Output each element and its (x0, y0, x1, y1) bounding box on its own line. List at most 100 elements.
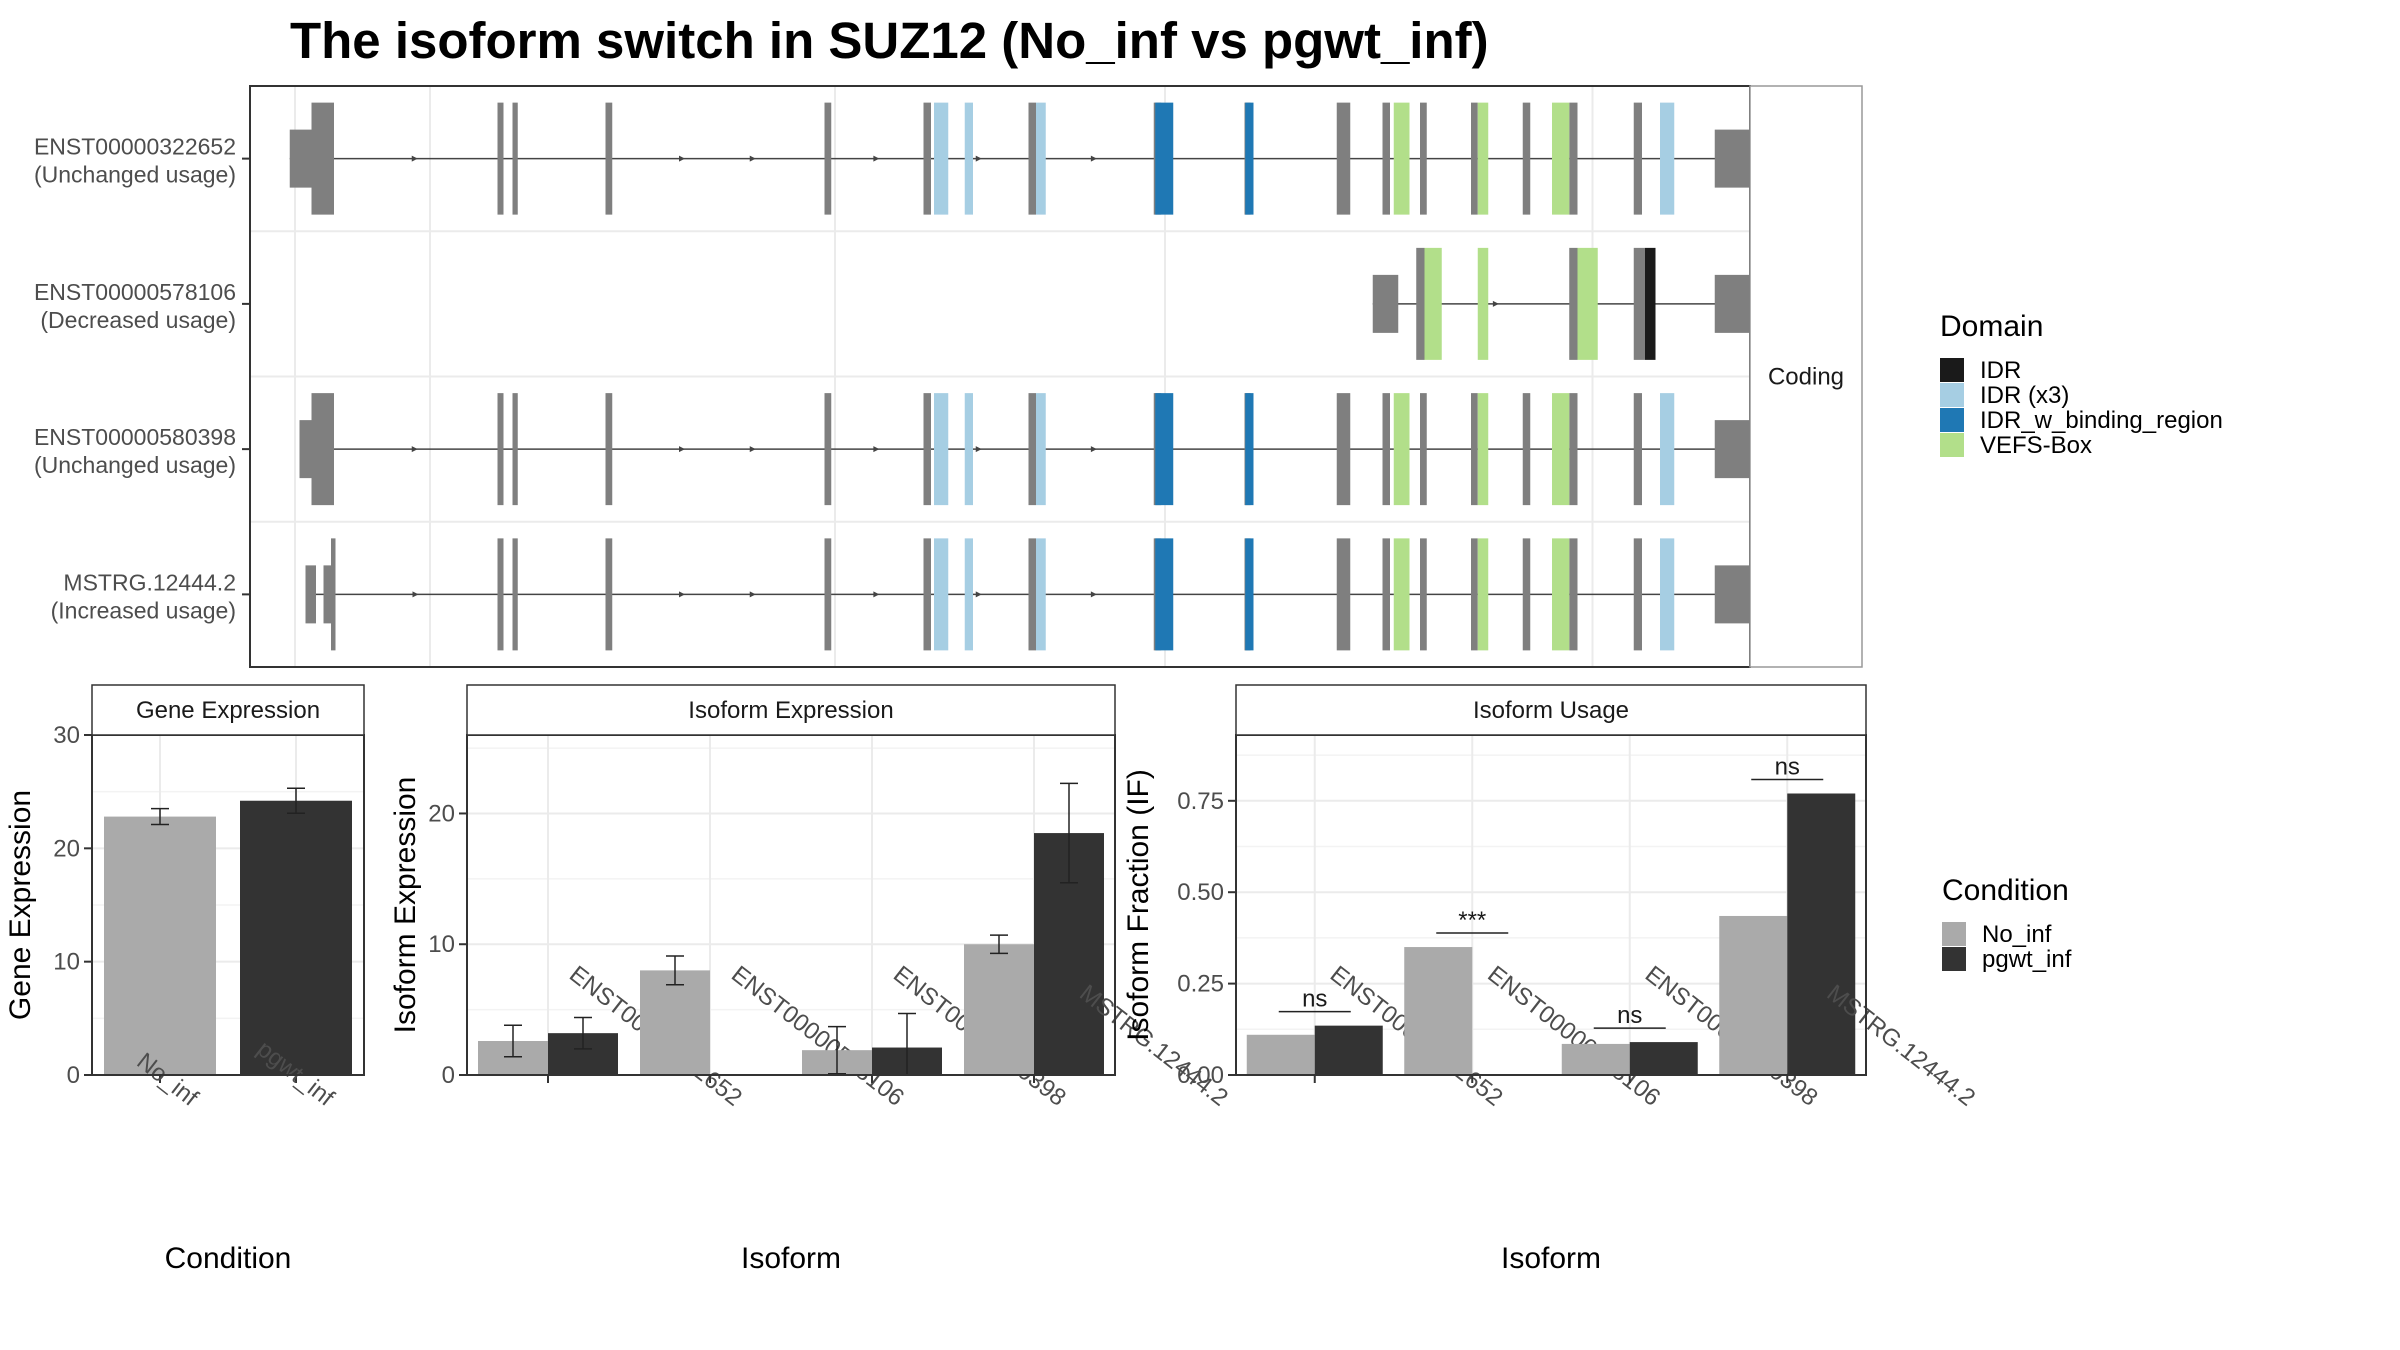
coding-exon (1471, 102, 1478, 215)
facet-strip-label: Coding (1768, 364, 1844, 391)
intron-direction-arrow (1492, 300, 1499, 307)
y-tick-label: 0.75 (1177, 788, 1224, 815)
coding-exon (605, 538, 613, 651)
coding-exon (923, 393, 931, 506)
y-axis-title: Isoform Fraction (IF) (1122, 769, 1155, 1041)
utr-exon (1372, 274, 1399, 333)
x-axis-title: Condition (165, 1242, 292, 1275)
domain-block (1660, 102, 1675, 215)
intron-direction-arrow (412, 591, 419, 598)
domain-block (1155, 393, 1174, 506)
coding-exon (512, 538, 518, 651)
facet-strip-label: Isoform Expression (688, 697, 893, 724)
y-tick-label: 30 (53, 722, 80, 749)
intron-direction-arrow (873, 591, 880, 598)
utr-exon (1714, 274, 1750, 333)
domain-legend-label: IDR (1980, 357, 2021, 384)
coding-exon (497, 538, 504, 651)
domain-block (1393, 102, 1410, 215)
significance-label: *** (1458, 907, 1486, 934)
coding-exon (1633, 393, 1642, 506)
y-tick-label: 20 (428, 800, 455, 827)
y-tick-label: 0.50 (1177, 879, 1224, 906)
intron-direction-arrow (975, 591, 982, 598)
intron-direction-arrow (411, 155, 418, 162)
coding-exon (1028, 538, 1036, 651)
domain-block (1552, 102, 1570, 215)
domain-block (964, 102, 973, 215)
bar (1719, 915, 1788, 1075)
intron-direction-arrow (1090, 155, 1097, 162)
domain-block (1577, 247, 1598, 360)
domain-block (1660, 538, 1675, 651)
coding-exon (1569, 247, 1578, 360)
domain-legend-label: VEFS-Box (1980, 432, 2092, 459)
coding-exon (1420, 102, 1427, 215)
domain-block (934, 393, 949, 506)
domain-block (1477, 538, 1489, 651)
bar (104, 816, 216, 1075)
domain-block (1477, 102, 1489, 215)
domain-block (1036, 102, 1046, 215)
facet-strip (1235, 684, 1867, 736)
utr-exon (1714, 129, 1750, 188)
y-axis-title: Gene Expression (4, 790, 37, 1020)
x-axis-title: Isoform (741, 1242, 841, 1275)
transcript-row (1372, 247, 1750, 360)
domain-legend-key (1940, 408, 1964, 432)
intron-direction-arrow (749, 591, 756, 598)
coding-exon (824, 393, 832, 506)
transcript-id-label: ENST00000322652 (34, 134, 236, 160)
y-axis-title: Isoform Expression (389, 777, 422, 1034)
bar (1561, 1043, 1630, 1075)
coding-exon (1633, 247, 1645, 360)
domain-block (1552, 393, 1570, 506)
domain-block (1393, 538, 1410, 651)
domain-block (1036, 393, 1046, 506)
coding-exon (824, 538, 832, 651)
coding-exon (1028, 102, 1036, 215)
coding-exon (497, 102, 504, 215)
intron-direction-arrow (975, 446, 982, 453)
domain-block (964, 393, 973, 506)
significance-label: ns (1775, 753, 1800, 780)
transcript-usage-label: (Increased usage) (51, 597, 236, 623)
bar (240, 800, 352, 1075)
facet-strip-label: Gene Expression (136, 697, 320, 724)
coding-exon (1522, 102, 1531, 215)
domain-block (1393, 393, 1410, 506)
intron-direction-arrow (679, 446, 685, 453)
coding-exon (311, 393, 334, 506)
coding-exon (923, 102, 931, 215)
coding-exon (605, 102, 613, 215)
coding-exon (1336, 102, 1351, 215)
coding-exon (1382, 102, 1390, 215)
domain-block (934, 102, 949, 215)
coding-exon (1382, 393, 1390, 506)
y-tick-label: 0 (67, 1062, 80, 1089)
domain-legend-title: Domain (1940, 310, 2043, 343)
y-tick-label: 20 (53, 835, 80, 862)
intron-direction-arrow (411, 446, 418, 453)
domain-block (1660, 393, 1675, 506)
transcript-row (305, 538, 1750, 651)
coding-exon (1569, 393, 1578, 506)
facet-strip-label: Isoform Usage (1473, 697, 1629, 724)
coding-exon (923, 538, 931, 651)
condition-legend-title: Condition (1942, 874, 2069, 907)
domain-legend-label: IDR (x3) (1980, 382, 2069, 409)
coding-exon (311, 102, 334, 215)
facet-strip (466, 684, 1116, 736)
y-tick-label: 0.25 (1177, 971, 1224, 998)
domain-legend-key (1940, 383, 1964, 407)
intron-direction-arrow (873, 446, 880, 453)
bar (1314, 1025, 1383, 1075)
coding-exon (1420, 538, 1427, 651)
transcript-usage-label: (Unchanged usage) (34, 452, 236, 478)
domain-block (1477, 393, 1489, 506)
bar (1246, 1034, 1315, 1075)
coding-exon (1382, 538, 1390, 651)
y-tick-label: 0 (442, 1062, 455, 1089)
coding-exon (1569, 102, 1578, 215)
